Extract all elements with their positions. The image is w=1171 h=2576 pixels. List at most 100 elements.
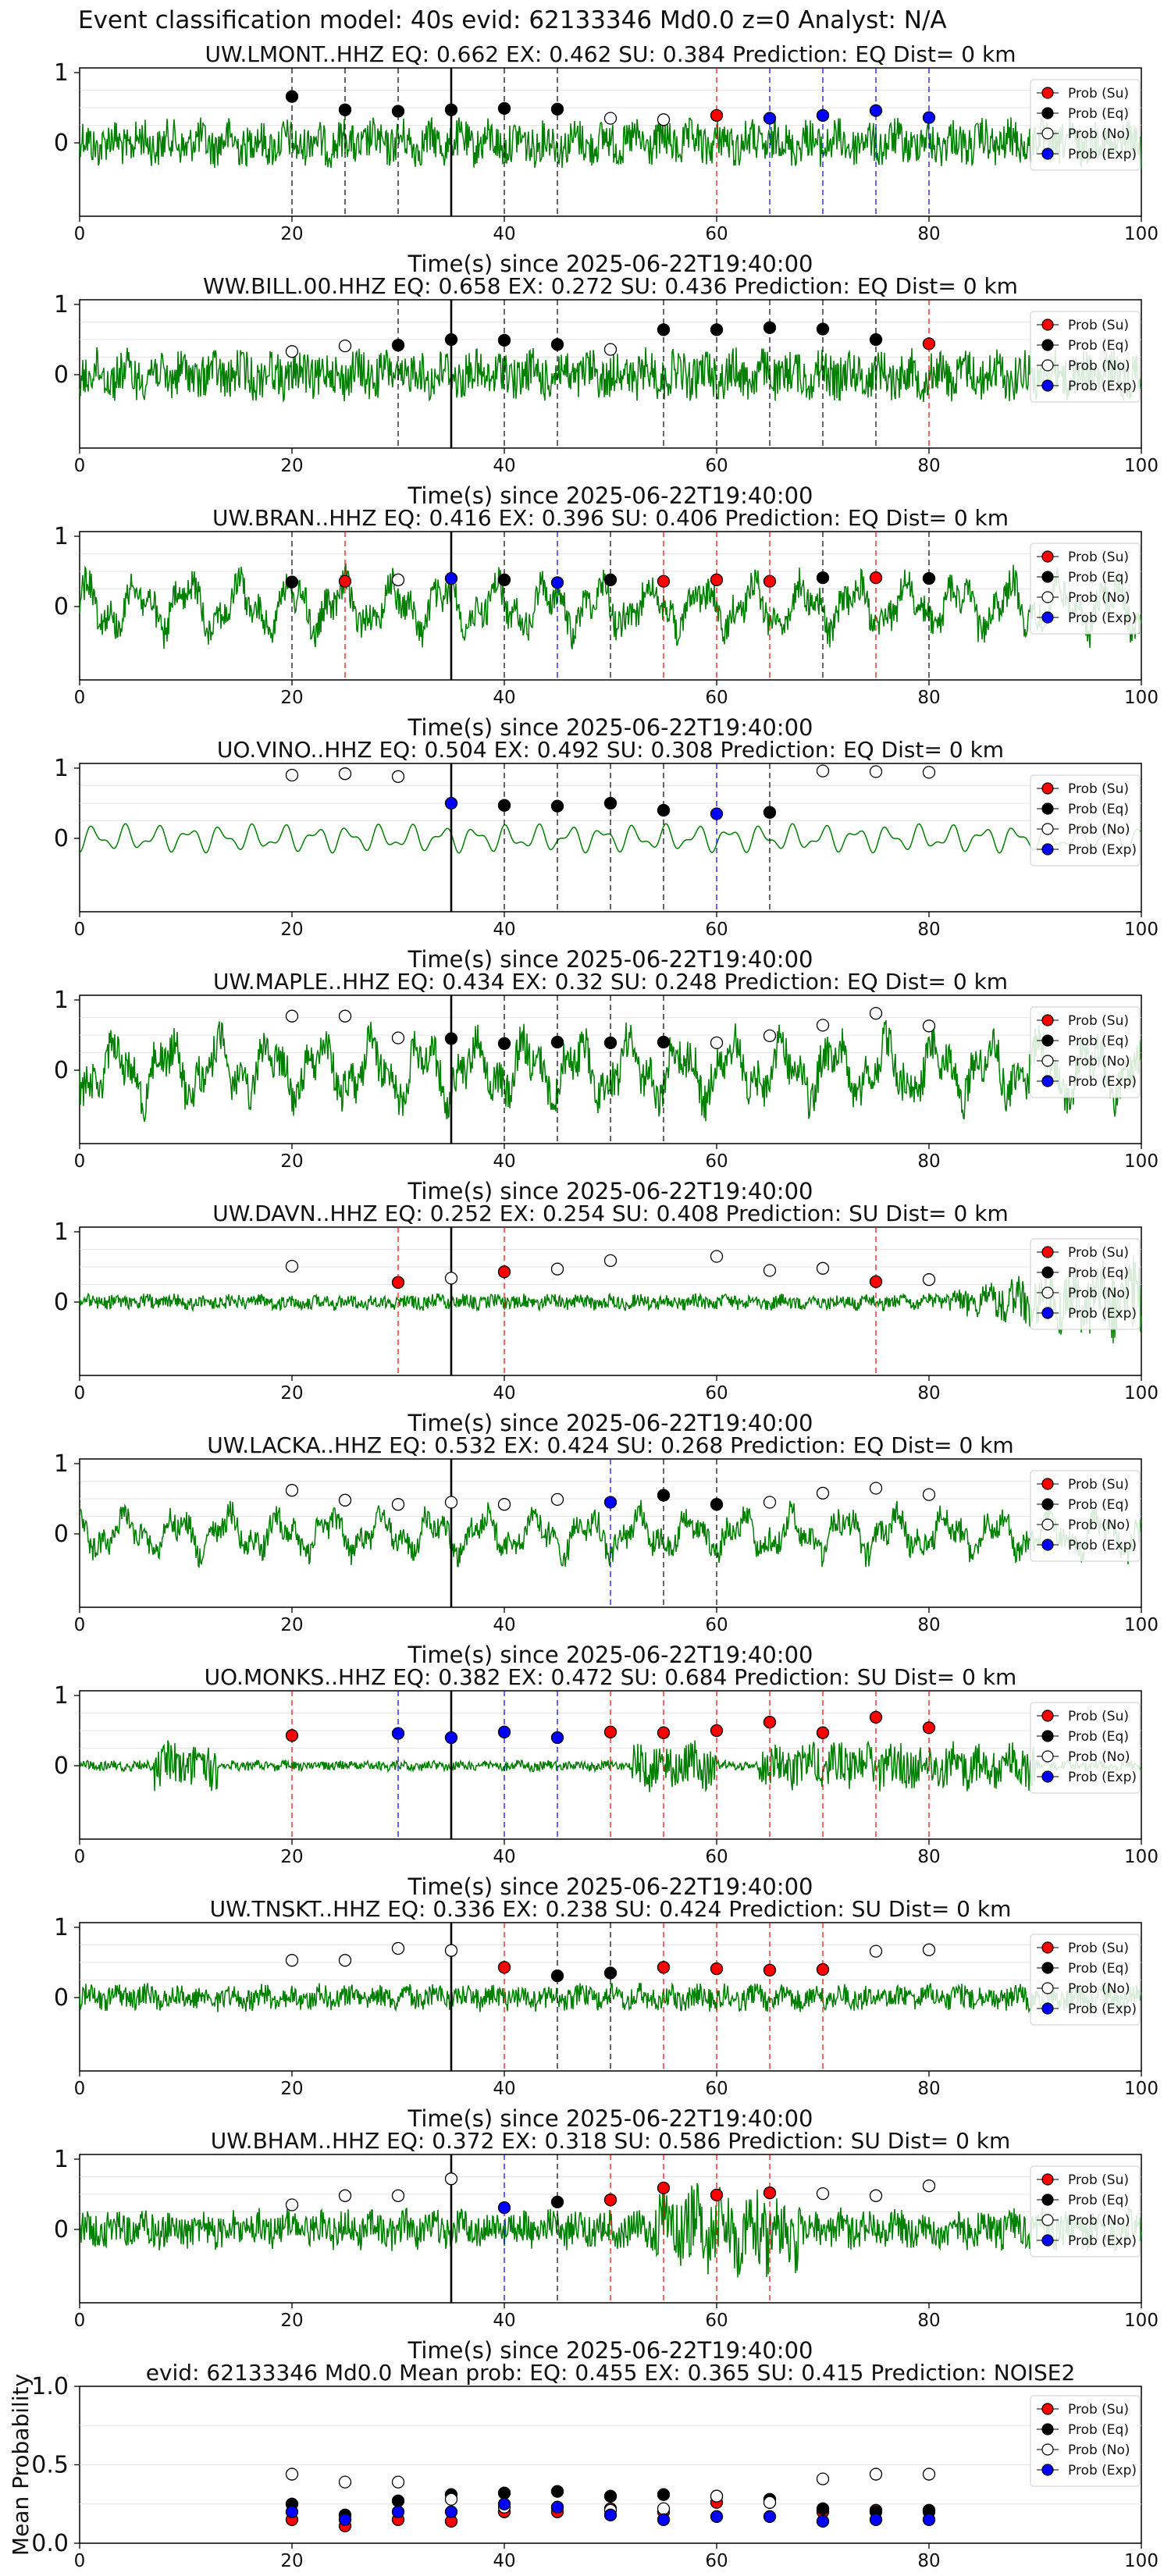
prob-marker — [338, 1493, 352, 1507]
legend-marker — [1041, 2464, 1054, 2476]
legend-marker — [1041, 318, 1054, 331]
ytick-label: 0.0 — [31, 2530, 69, 2557]
prob-marker — [603, 1496, 618, 1509]
xtick-label: 80 — [917, 1847, 940, 1867]
xtick-label: 0 — [74, 224, 86, 244]
legend-marker — [1041, 1246, 1054, 1258]
legend-marker — [1041, 1478, 1054, 1490]
legend: Prob (Su) Prob (Eq) Prob (No) Prob (Exp) — [1030, 1006, 1141, 1098]
legend-marker — [1041, 823, 1054, 835]
mean-prob-marker — [603, 2489, 618, 2503]
subplot-6: UW.LACKA..HHZ EQ: 0.532 EX: 0.424 SU: 0.… — [54, 1432, 1159, 1668]
xtick-label: 40 — [493, 456, 515, 476]
legend-marker — [1041, 1498, 1054, 1510]
mean-prob-marker — [391, 2475, 405, 2489]
prob-marker — [922, 1019, 936, 1033]
legend-label: Prob (Exp) — [1068, 1074, 1137, 1090]
legend-label: Prob (Su) — [1068, 1709, 1129, 1724]
subplot-9: UW.BHAM..HHZ EQ: 0.372 EX: 0.318 SU: 0.5… — [54, 2128, 1159, 2364]
prob-marker — [444, 571, 458, 585]
xtick-label: 20 — [280, 1615, 303, 1635]
mean-prob-marker — [922, 2513, 936, 2527]
legend-label: Prob (Eq) — [1068, 802, 1129, 817]
xtick-label: 20 — [280, 224, 303, 244]
xtick-label: 0 — [74, 1383, 86, 1404]
legend-frame — [1030, 2165, 1141, 2258]
xtick-label: 0 — [74, 2311, 86, 2331]
prob-marker — [922, 111, 936, 124]
xtick-label: 60 — [705, 456, 728, 476]
ytick-label: 0 — [54, 130, 69, 157]
prob-marker — [603, 343, 618, 356]
prob-marker — [763, 112, 777, 125]
mean-prob-marker — [816, 2502, 830, 2515]
prob-marker — [603, 573, 618, 586]
xtick-label: 80 — [917, 1383, 940, 1404]
xtick-label: 40 — [493, 1383, 515, 1404]
legend-label: Prob (Exp) — [1068, 147, 1137, 162]
legend: Prob (Su) Prob (Eq) Prob (No) Prob (Exp) — [1030, 774, 1141, 866]
xtick-label: 60 — [705, 688, 728, 708]
legend-frame — [1030, 1238, 1141, 1330]
xtick-label: 40 — [493, 2551, 515, 2571]
legend-marker — [1041, 1286, 1054, 1299]
legend-label: Prob (Exp) — [1068, 379, 1137, 394]
prob-marker — [922, 766, 936, 779]
x-axis-label: Time(s) since 2025-06-22T19:40:00 — [408, 714, 813, 741]
ytick-label: 0 — [54, 593, 69, 621]
mean-prob-marker — [869, 2513, 883, 2527]
legend-label: Prob (Su) — [1068, 318, 1129, 333]
prob-marker — [497, 1037, 511, 1050]
legend-label: Prob (Eq) — [1068, 1265, 1129, 1281]
prob-marker — [763, 2186, 777, 2200]
xtick-label: 80 — [917, 1151, 940, 1172]
legend-label: Prob (Exp) — [1068, 1770, 1137, 1785]
prob-marker — [603, 796, 618, 810]
prob-marker — [869, 1944, 883, 1958]
x-axis-label: Time(s) since 2025-06-22T19:40:00 — [408, 1642, 813, 1668]
xtick-label: 20 — [280, 688, 303, 708]
legend-label: Prob (Su) — [1068, 1477, 1129, 1493]
legend-label: Prob (Su) — [1068, 86, 1129, 101]
legend: Prob (Su) Prob (Eq) Prob (No) Prob (Exp) — [1030, 2395, 1141, 2487]
legend-label: Prob (Exp) — [1068, 610, 1137, 626]
ytick-label: 1 — [54, 291, 69, 318]
legend-label: Prob (No) — [1068, 590, 1130, 606]
mean-prob-marker — [657, 2513, 671, 2527]
mean-prob-marker — [763, 2496, 777, 2509]
prob-marker — [763, 1029, 777, 1043]
legend: Prob (Su) Prob (Eq) Prob (No) Prob (Exp) — [1030, 1702, 1141, 1794]
x-axis-label: Time(s) since 2025-06-22T19:40:00 — [408, 2337, 813, 2364]
legend-label: Prob (Eq) — [1068, 338, 1129, 354]
legend-label: Prob (Eq) — [1068, 2422, 1129, 2438]
mean-prob-marker — [285, 2505, 299, 2518]
prob-marker — [391, 339, 405, 352]
legend-marker — [1041, 1750, 1054, 1763]
xtick-label: 20 — [280, 1383, 303, 1404]
legend-frame — [1030, 311, 1141, 403]
prob-marker — [391, 1276, 405, 1289]
xtick-label: 100 — [1124, 920, 1159, 940]
prob-marker — [657, 1726, 671, 1739]
mean-prob-marker — [550, 2485, 564, 2498]
xtick-label: 60 — [705, 1383, 728, 1404]
prob-marker — [922, 1943, 936, 1956]
x-axis-label: Time(s) since 2025-06-22T19:40:00 — [408, 1178, 813, 1204]
legend-marker — [1041, 359, 1054, 372]
prob-marker — [550, 102, 564, 116]
legend-marker — [1041, 611, 1054, 624]
legend-marker — [1041, 2423, 1054, 2435]
prob-marker — [391, 2189, 405, 2202]
legend-marker — [1041, 1941, 1054, 1954]
legend-marker — [1041, 1075, 1054, 1087]
prob-marker — [922, 1273, 936, 1286]
subplot-title: UW.BHAM..HHZ EQ: 0.372 EX: 0.318 SU: 0.5… — [211, 2128, 1011, 2154]
prob-marker — [763, 575, 777, 588]
prob-marker — [763, 1264, 777, 1277]
prob-marker — [285, 90, 299, 103]
prob-marker — [338, 103, 352, 116]
xtick-label: 20 — [280, 2311, 303, 2331]
prob-marker — [816, 1486, 830, 1500]
legend-label: Prob (Su) — [1068, 2402, 1129, 2418]
legend-label: Prob (Exp) — [1068, 842, 1137, 858]
